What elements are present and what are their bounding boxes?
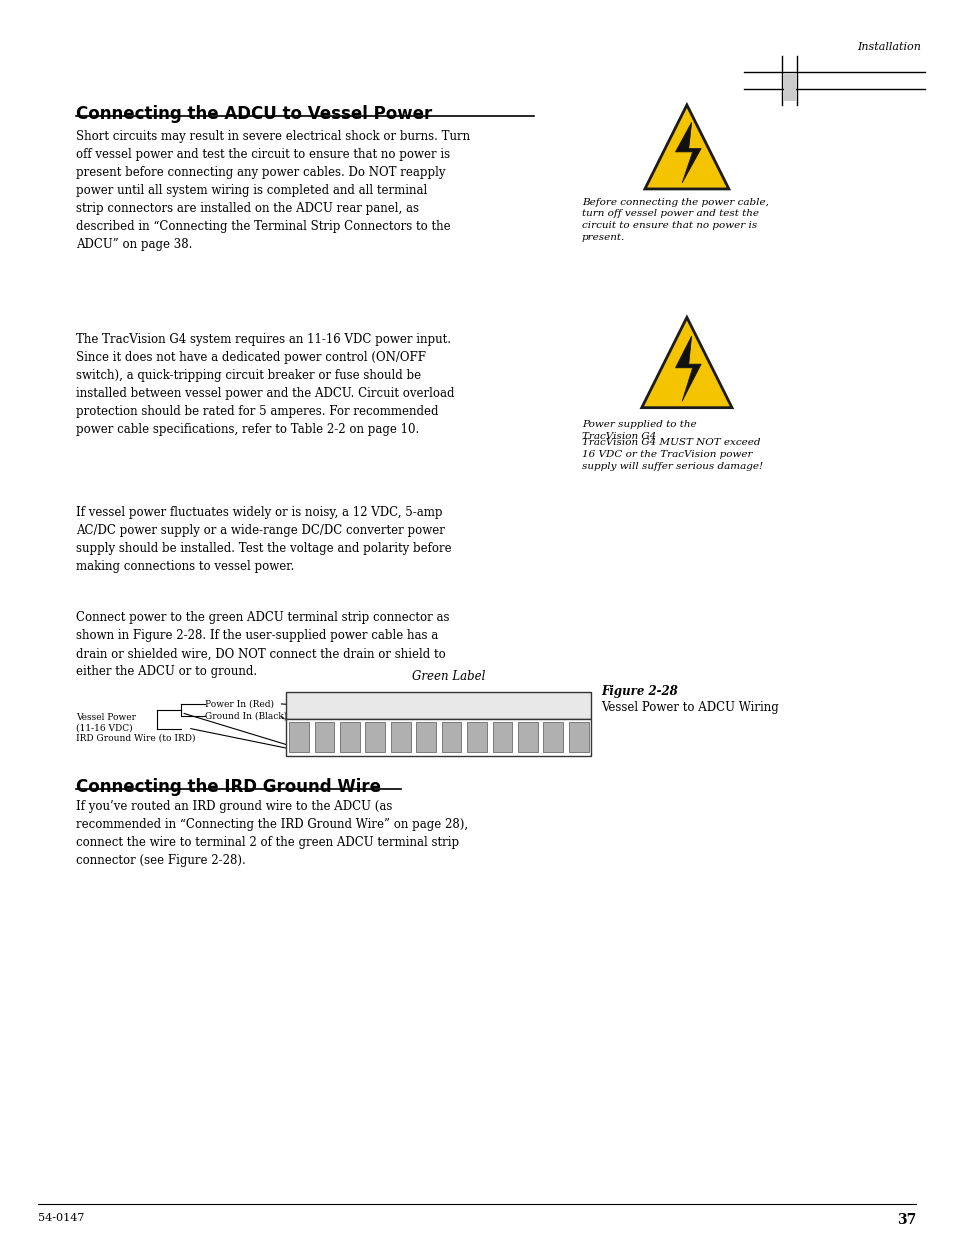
FancyBboxPatch shape xyxy=(492,722,512,752)
Text: Power In (Red): Power In (Red) xyxy=(205,699,274,709)
Text: 11: 11 xyxy=(546,700,559,710)
Text: Connect power to the green ADCU terminal strip connector as
shown in Figure 2-28: Connect power to the green ADCU terminal… xyxy=(76,611,450,678)
FancyBboxPatch shape xyxy=(416,722,436,752)
Text: IRD Ground Wire (to IRD): IRD Ground Wire (to IRD) xyxy=(76,734,195,742)
Text: 5: 5 xyxy=(397,700,403,710)
Text: 3: 3 xyxy=(346,700,353,710)
Text: 12: 12 xyxy=(572,700,584,710)
Text: TracVision G4 MUST NOT exceed
16 VDC or the TracVision power
supply will suffer : TracVision G4 MUST NOT exceed 16 VDC or … xyxy=(581,438,762,471)
FancyBboxPatch shape xyxy=(568,722,588,752)
Text: Ground In (Black): Ground In (Black) xyxy=(205,711,287,721)
Text: 2: 2 xyxy=(321,700,327,710)
FancyBboxPatch shape xyxy=(286,719,591,756)
Text: Short circuits may result in severe electrical shock or burns. Turn
off vessel p: Short circuits may result in severe elec… xyxy=(76,130,470,251)
FancyBboxPatch shape xyxy=(391,722,410,752)
Text: 10: 10 xyxy=(521,700,534,710)
Polygon shape xyxy=(675,122,700,183)
Text: Vessel Power to ADCU Wiring: Vessel Power to ADCU Wiring xyxy=(600,701,778,715)
Text: Power supplied to the
TracVision G4: Power supplied to the TracVision G4 xyxy=(581,420,696,441)
FancyBboxPatch shape xyxy=(467,722,486,752)
FancyBboxPatch shape xyxy=(286,692,591,719)
FancyBboxPatch shape xyxy=(365,722,385,752)
Text: Connecting the IRD Ground Wire: Connecting the IRD Ground Wire xyxy=(76,778,381,797)
Polygon shape xyxy=(644,105,728,189)
Text: 6: 6 xyxy=(422,700,429,710)
Text: 37: 37 xyxy=(896,1213,915,1226)
FancyBboxPatch shape xyxy=(339,722,359,752)
Text: The TracVision G4 system requires an 11-16 VDC power input.
Since it does not ha: The TracVision G4 system requires an 11-… xyxy=(76,333,455,436)
Text: 1: 1 xyxy=(295,700,302,710)
Text: 7: 7 xyxy=(448,700,455,710)
Text: Green Label: Green Label xyxy=(412,669,484,683)
Text: If you’ve routed an IRD ground wire to the ADCU (as
recommended in “Connecting t: If you’ve routed an IRD ground wire to t… xyxy=(76,800,468,867)
Polygon shape xyxy=(675,336,700,401)
Text: 8: 8 xyxy=(474,700,479,710)
Text: Installation: Installation xyxy=(856,42,920,52)
FancyBboxPatch shape xyxy=(289,722,309,752)
Text: Vessel Power
(11-16 VDC): Vessel Power (11-16 VDC) xyxy=(76,713,136,732)
Text: 4: 4 xyxy=(372,700,378,710)
Text: Figure 2-28: Figure 2-28 xyxy=(600,685,677,699)
Text: If vessel power fluctuates widely or is noisy, a 12 VDC, 5-amp
AC/DC power suppl: If vessel power fluctuates widely or is … xyxy=(76,506,452,573)
Polygon shape xyxy=(641,317,731,408)
Text: Before connecting the power cable,
turn off vessel power and test the
circuit to: Before connecting the power cable, turn … xyxy=(581,198,768,242)
FancyBboxPatch shape xyxy=(517,722,537,752)
Text: 54-0147: 54-0147 xyxy=(38,1213,85,1223)
Text: Connecting the ADCU to Vessel Power: Connecting the ADCU to Vessel Power xyxy=(76,105,432,124)
FancyBboxPatch shape xyxy=(543,722,562,752)
FancyBboxPatch shape xyxy=(314,722,334,752)
Text: 9: 9 xyxy=(498,700,505,710)
FancyBboxPatch shape xyxy=(441,722,461,752)
FancyBboxPatch shape xyxy=(783,74,795,101)
